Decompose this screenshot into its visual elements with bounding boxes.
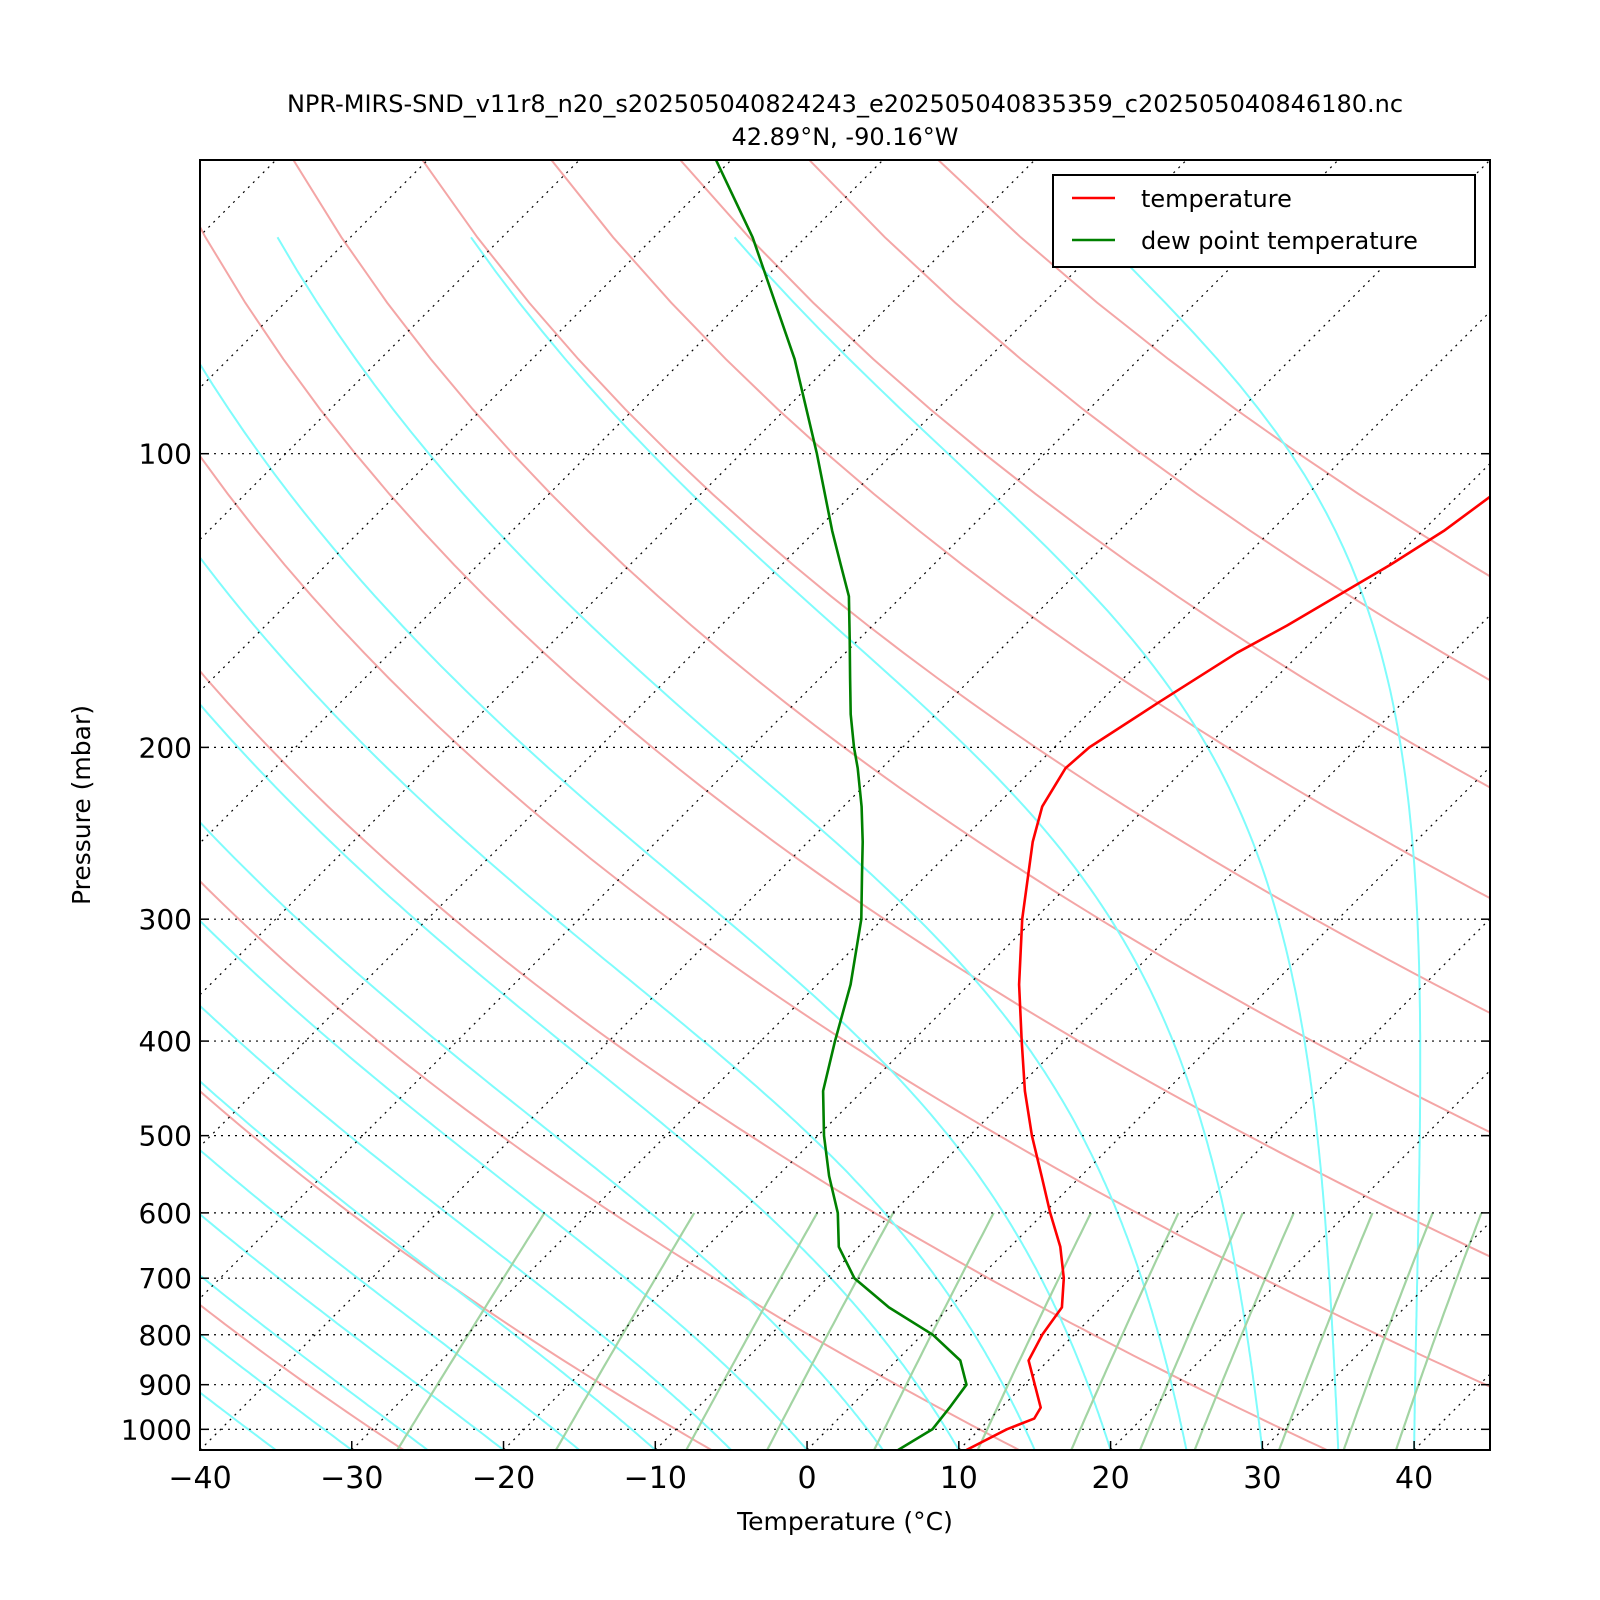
moist-adiabat	[1100, 236, 1422, 1450]
moist-adiabat	[733, 236, 1340, 1450]
mixing-ratio-line	[1070, 1212, 1180, 1450]
dry-adiabat	[200, 454, 1490, 1388]
mixing-ratio-line	[873, 1212, 995, 1450]
y-tick-label: 400	[139, 1025, 192, 1058]
moist-adiabat	[200, 555, 1036, 1450]
y-tick-label: 800	[139, 1319, 192, 1352]
x-tick-label: −30	[320, 1461, 383, 1496]
x-tick-label: 10	[940, 1461, 978, 1496]
mixing-ratio-line	[685, 1212, 819, 1450]
isotherm	[200, 160, 1036, 996]
y-tick-label: 500	[139, 1120, 192, 1153]
temperature-line	[965, 495, 1490, 1450]
x-axis-ticks: −40 −30 −20 −10 0 10 20 30 40	[168, 1441, 1433, 1496]
x-tick-label: 40	[1395, 1461, 1433, 1496]
mixing-ratio-line	[554, 1212, 696, 1450]
y-tick-label: 200	[139, 731, 192, 764]
dry-adiabat	[200, 1303, 405, 1450]
dry-adiabat	[200, 1089, 712, 1450]
moist-adiabat	[200, 919, 808, 1450]
x-axis-label: Temperature (°C)	[736, 1507, 953, 1536]
moist-adiabat	[200, 1148, 581, 1450]
mixing-ratio-line	[396, 1212, 546, 1450]
moist-adiabat	[200, 362, 1112, 1450]
isotherm	[200, 160, 884, 844]
dry-adiabat	[292, 160, 1490, 1134]
mixing-ratio-line	[766, 1212, 895, 1450]
x-tick-label: −40	[168, 1461, 231, 1496]
moist-adiabat	[200, 820, 884, 1450]
chart-title: NPR-MIRS-SND_v11r8_n20_s202505040824243_…	[287, 90, 1403, 118]
mixing-ratio-line	[1278, 1212, 1374, 1450]
y-tick-label: 900	[139, 1369, 192, 1402]
dewpoint-line	[714, 160, 968, 1450]
moist-adiabat	[200, 1080, 656, 1450]
moist-adiabat	[200, 1213, 505, 1450]
background-lines	[200, 160, 1490, 1450]
y-tick-label: 100	[139, 438, 192, 471]
y-axis-ticks: 100 200 300 400 500 600 700 800 900 1000	[121, 438, 1490, 1446]
mixing-ratio-line	[976, 1212, 1092, 1450]
mixing-ratio-line	[1138, 1212, 1244, 1450]
series-lines	[714, 160, 1490, 1450]
y-tick-label: 1000	[121, 1413, 192, 1446]
legend-box	[1052, 174, 1476, 268]
x-tick-label: 20	[1091, 1461, 1129, 1496]
isotherm	[200, 160, 580, 541]
dry-adiabat	[200, 669, 1328, 1450]
moist-adiabat	[200, 1004, 732, 1450]
plot-frame	[199, 159, 1491, 1451]
y-tick-label: 300	[139, 903, 192, 936]
legend-label-temperature: temperature	[1141, 185, 1292, 213]
dry-adiabat	[679, 160, 1490, 789]
y-tick-label: 700	[139, 1262, 192, 1295]
dry-adiabat	[200, 224, 1490, 1258]
moist-adiabat	[200, 1274, 429, 1450]
isotherm	[200, 160, 1339, 1300]
isotherm	[200, 160, 1490, 1450]
mixing-ratio-line	[1342, 1212, 1434, 1450]
isotherm	[351, 310, 1490, 1450]
dry-adiabat	[200, 879, 1020, 1450]
moist-adiabat	[470, 236, 1264, 1450]
chart-subtitle: 42.89°N, -90.16°W	[731, 123, 958, 151]
moist-adiabat	[200, 1333, 353, 1450]
mixing-ratio-line	[1395, 1212, 1483, 1450]
legend: temperature dew point temperature	[1052, 174, 1476, 268]
mixing-ratio-line	[1193, 1212, 1295, 1450]
x-tick-label: 30	[1243, 1461, 1281, 1496]
legend-label-dewpoint: dew point temperature	[1141, 227, 1418, 255]
y-axis-label: Pressure (mbar)	[67, 705, 96, 905]
isotherm	[200, 160, 732, 693]
dry-adiabat	[421, 160, 1490, 1015]
isotherm	[200, 160, 429, 389]
isobar-grid	[200, 453, 1490, 1430]
isotherm	[200, 160, 1187, 1148]
dry-adiabat	[550, 160, 1490, 900]
moist-adiabat	[200, 702, 960, 1450]
y-tick-label: 600	[139, 1197, 192, 1230]
x-tick-label: −10	[624, 1461, 687, 1496]
x-tick-label: −20	[472, 1461, 535, 1496]
x-tick-label: 0	[798, 1461, 817, 1496]
